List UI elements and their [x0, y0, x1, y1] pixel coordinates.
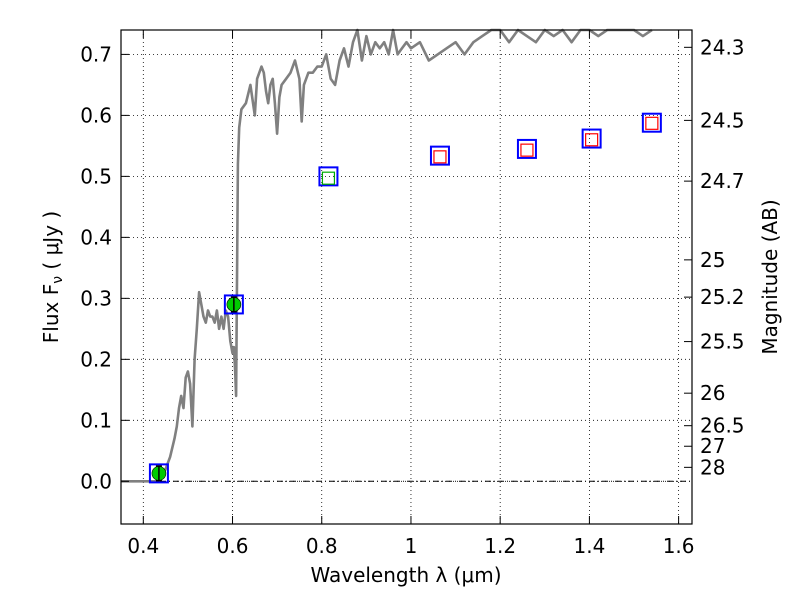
- axis-ticks: [121, 30, 692, 524]
- x-tick-label: 0.4: [127, 534, 159, 558]
- x-tick-label: 1.6: [663, 534, 695, 558]
- y2-tick-label: 25.5: [700, 330, 745, 354]
- x-tick-label: 0.8: [306, 534, 338, 558]
- x-tick-label: 1.2: [484, 534, 516, 558]
- y-axis-label-main: Flux F: [39, 284, 63, 343]
- y-axis-label-unit: ( μJy ): [39, 211, 63, 276]
- y2-axis-label: Magnitude (AB): [758, 199, 782, 354]
- y-tick-label: 0.4: [80, 225, 112, 249]
- upper-limit-square: [585, 133, 599, 147]
- y-tick-label: 0.5: [80, 164, 112, 188]
- y-tick-label: 0.7: [80, 42, 112, 66]
- y-tick-label: 0.1: [80, 408, 112, 432]
- y2-tick-label: 24.7: [700, 169, 745, 193]
- photometry-markers: [148, 112, 662, 484]
- y2-tick-label: 27: [700, 434, 725, 458]
- upper-limit-square: [433, 150, 447, 164]
- y-tick-label: 0.6: [80, 103, 112, 127]
- plot-frame: [120, 29, 693, 525]
- y-tick-label: 0.2: [80, 347, 112, 371]
- y2-tick-label: 24.5: [700, 108, 745, 132]
- x-tick-label: 1.4: [573, 534, 605, 558]
- y2-tick-label: 25.2: [700, 285, 745, 309]
- y-tick-label: 0.3: [80, 286, 112, 310]
- y2-tick-label: 26.5: [700, 414, 745, 438]
- upper-limit-square: [645, 116, 659, 130]
- y2-tick-label: 26: [700, 381, 725, 405]
- y2-tick-label: 24.3: [700, 35, 745, 59]
- x-tick-label: 1: [405, 534, 418, 558]
- model-flux-square: [429, 145, 450, 166]
- model-flux-square: [223, 294, 244, 315]
- y-axis-label: Flux Fν ( μJy ): [39, 211, 66, 343]
- y2-tick-label: 25: [700, 248, 725, 272]
- model-flux-square: [516, 138, 537, 159]
- y-tick-label: 0.0: [80, 469, 112, 493]
- tick-labels: 0.4 0.6 0.8 1 1.2 1.4 1.6 0.0 0.1 0.2 0.3 0.4 0.5 0.6…: [80, 35, 744, 558]
- x-axis-label: Wavelength λ (μm): [310, 563, 501, 587]
- model-flux-square: [148, 463, 169, 484]
- x-tick-label: 0.6: [217, 534, 249, 558]
- y-axis-label-subscript: ν: [50, 276, 66, 284]
- detection-open-square: [321, 171, 336, 185]
- y2-tick-label: 28: [700, 455, 725, 479]
- upper-limit-square: [520, 143, 534, 157]
- model-flux-square: [641, 112, 662, 133]
- plot-background: [121, 30, 692, 524]
- model-flux-square: [318, 166, 339, 187]
- model-flux-square: [581, 128, 602, 149]
